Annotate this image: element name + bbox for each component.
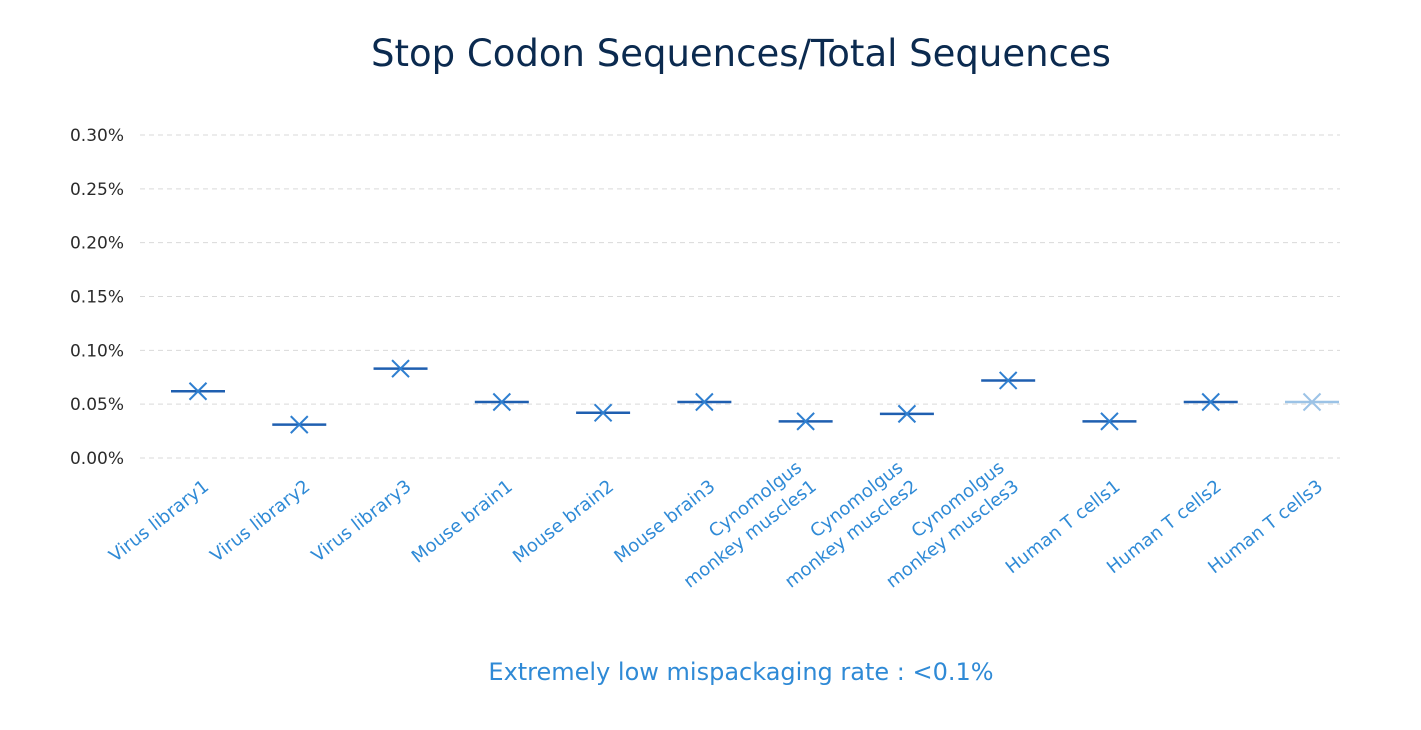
x-tick-label: Mouse brain1 xyxy=(408,476,517,568)
y-tick-label: 0.25% xyxy=(70,180,124,200)
data-point xyxy=(474,392,529,412)
y-tick-label: 0.30% xyxy=(70,126,124,146)
data-points xyxy=(171,359,1339,434)
x-tick-label: Virus library2 xyxy=(207,476,315,567)
y-tick-label: 0.05% xyxy=(70,395,124,415)
y-tick-label: 0.00% xyxy=(70,449,124,469)
data-point xyxy=(373,359,428,378)
data-point xyxy=(677,392,732,412)
data-point xyxy=(1183,392,1238,412)
grid-lines xyxy=(140,134,1340,459)
y-axis-ticks: 0.00% 0.05% 0.10% 0.15% 0.20% 0.25% 0.30% xyxy=(70,126,124,469)
x-tick-label: Mouse brain3 xyxy=(610,476,719,568)
data-point xyxy=(576,403,631,422)
data-point xyxy=(272,415,327,434)
data-point xyxy=(1082,412,1137,431)
x-tick-label: Virus library3 xyxy=(308,476,416,567)
data-point xyxy=(879,404,934,424)
x-tick-label: Mouse brain2 xyxy=(509,476,618,568)
x-tick-label: Virus library1 xyxy=(105,476,213,567)
y-tick-label: 0.15% xyxy=(70,288,124,308)
y-tick-label: 0.10% xyxy=(70,341,124,361)
chart-caption: Extremely low mispackaging rate : <0.1% xyxy=(488,658,993,686)
data-point xyxy=(1285,392,1339,412)
data-point xyxy=(778,412,833,431)
chart-title: Stop Codon Sequences/Total Sequences xyxy=(371,32,1111,75)
data-point xyxy=(981,371,1036,390)
y-tick-label: 0.20% xyxy=(70,234,124,254)
data-point xyxy=(171,382,225,401)
